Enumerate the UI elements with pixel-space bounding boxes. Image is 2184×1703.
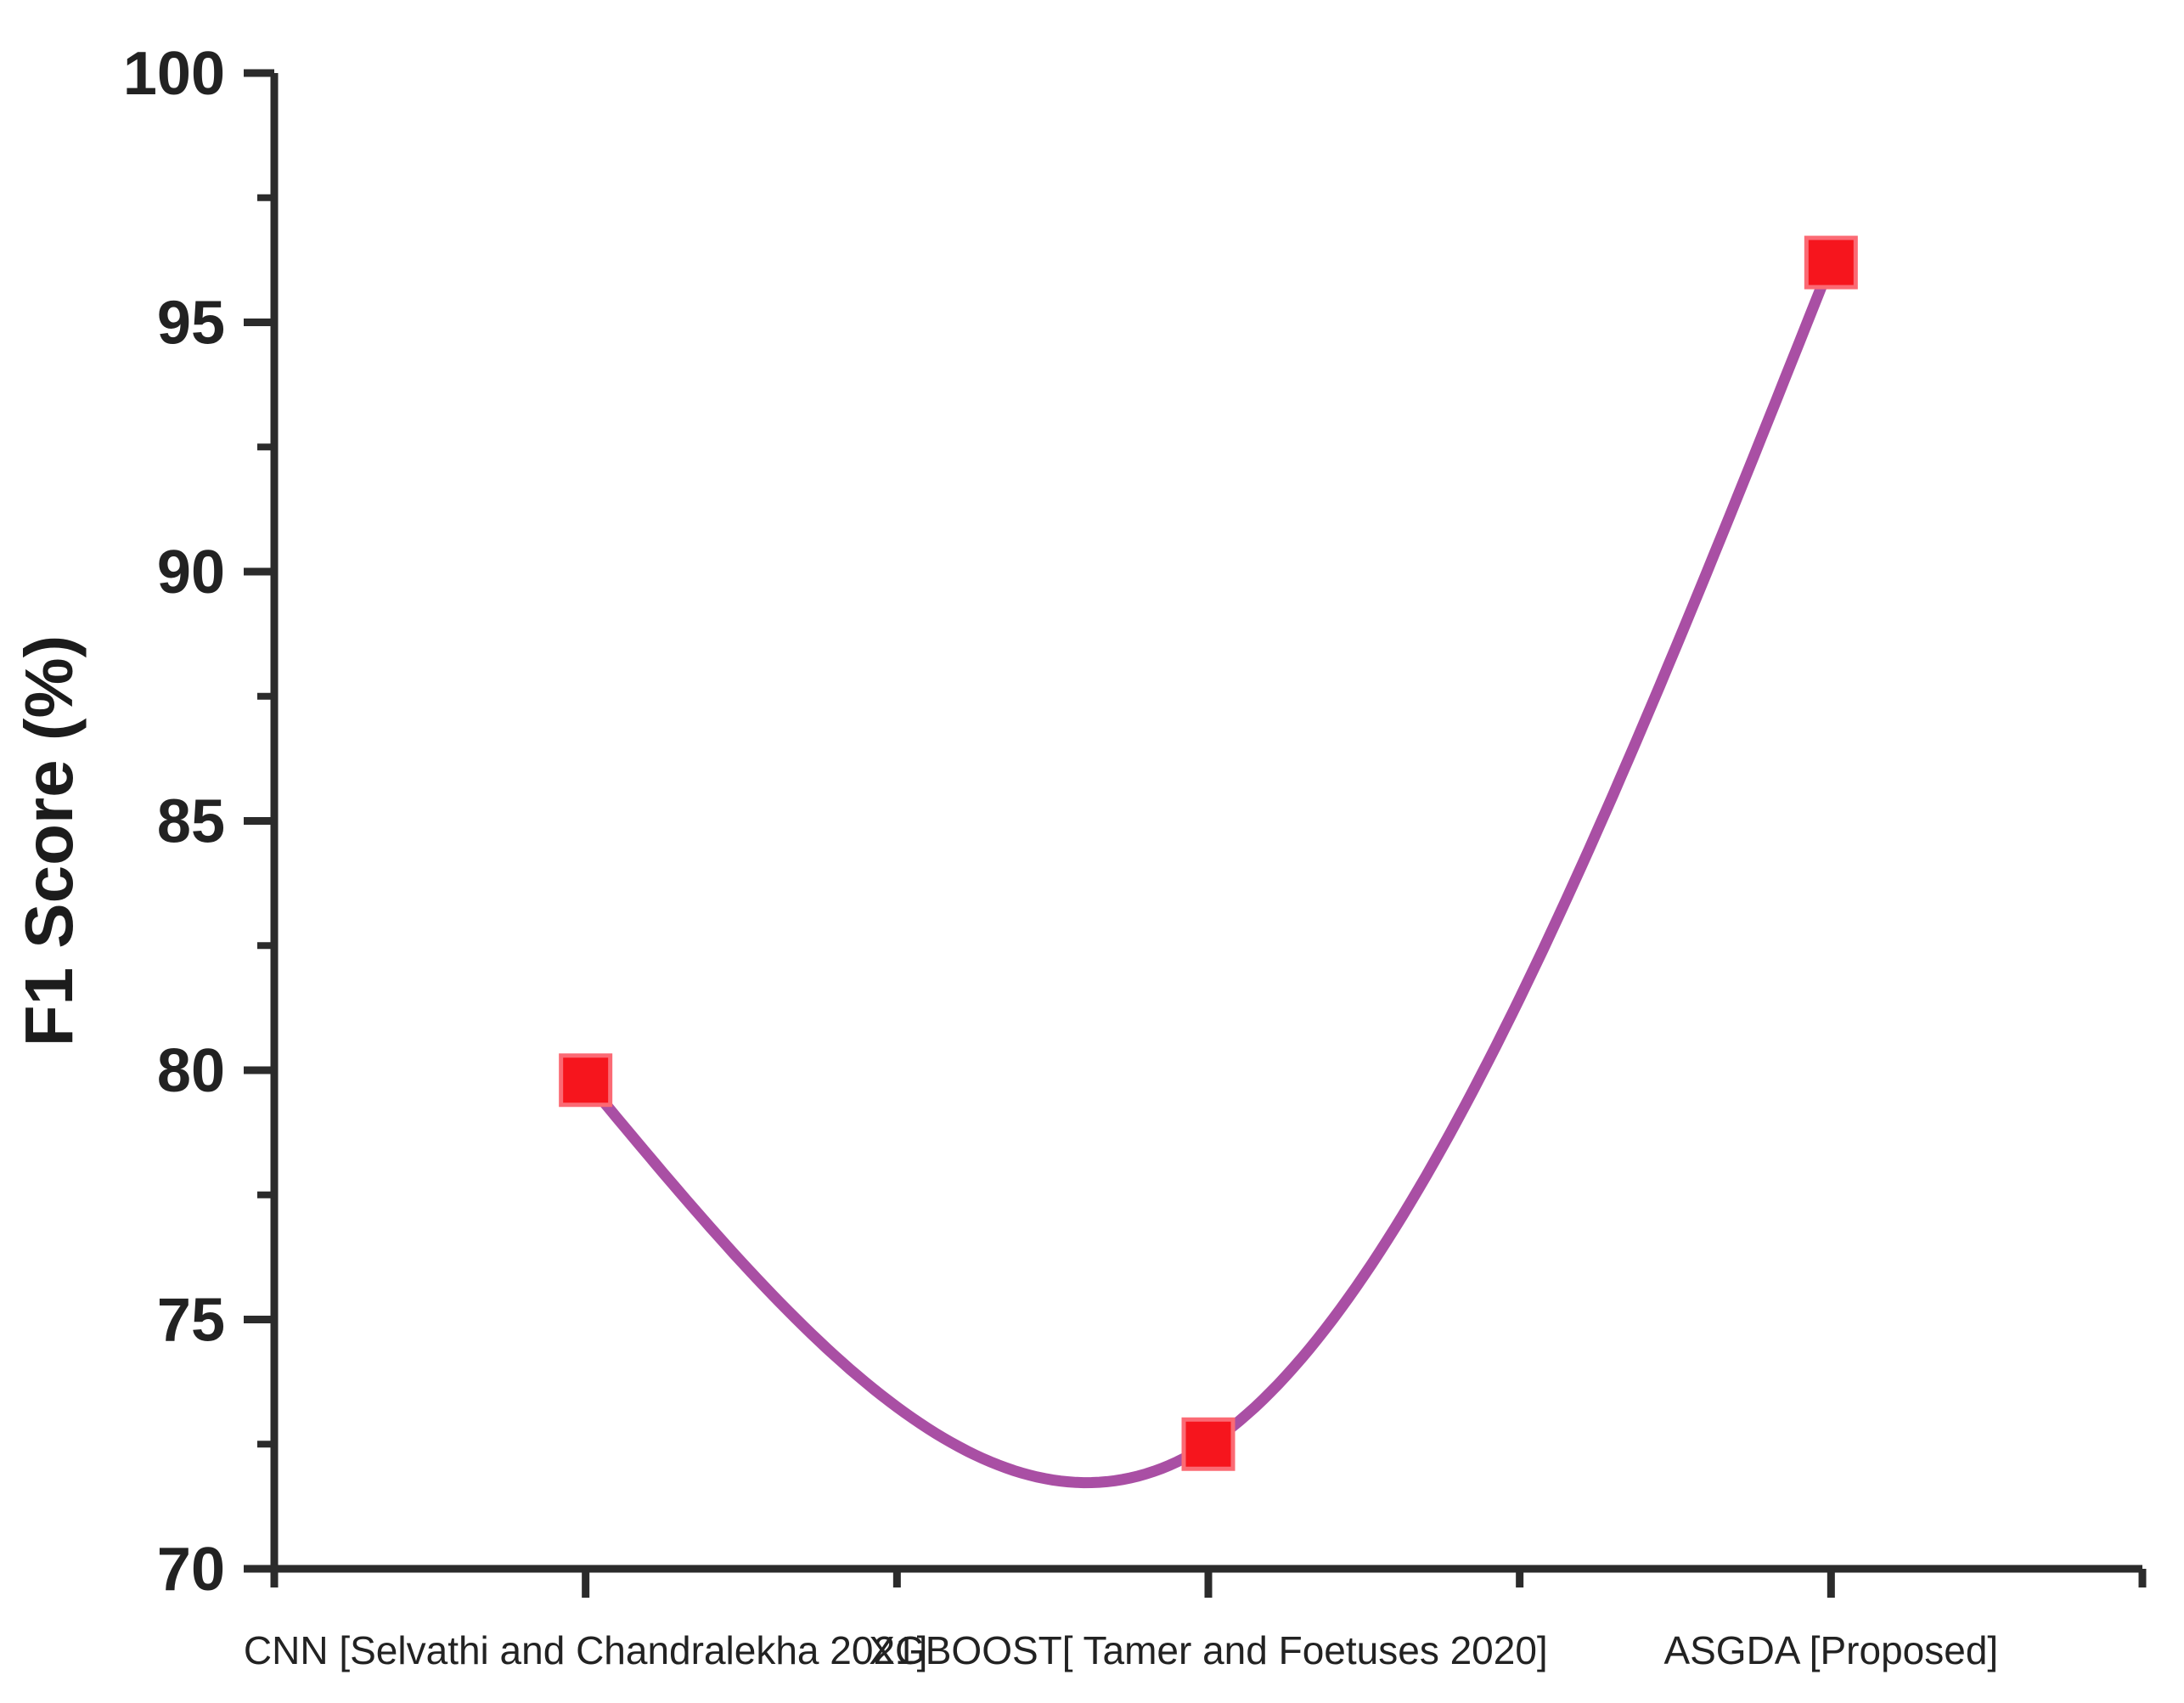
x-axis-category-label: CNN [Selvathi and Chandralekha 2021] [244, 1628, 928, 1672]
data-point-marker [559, 1053, 613, 1108]
y-axis-tick-label: 80 [157, 1037, 225, 1105]
y-axis-tick-label: 90 [157, 539, 225, 606]
x-axis-category-label: XGBOOST[ Tamer and Foetuses 2020] [869, 1628, 1547, 1672]
y-axis-title: F1 Score (%) [11, 635, 87, 1047]
y-axis-tick-label: 100 [123, 40, 225, 108]
x-axis-category-label: ASGDA [Proposed] [1663, 1628, 1998, 1672]
y-axis-tick-label: 75 [157, 1287, 225, 1355]
data-point-marker [1804, 235, 1858, 290]
y-axis-tick-label: 70 [157, 1536, 225, 1604]
y-axis-tick-label: 95 [157, 290, 225, 358]
data-point-marker [1181, 1417, 1236, 1471]
plot-area: 70 75 80 85 90 95 100 CNN [Selvathi and Chandra… [123, 40, 2147, 1672]
y-axis-tick-label: 85 [157, 788, 225, 856]
